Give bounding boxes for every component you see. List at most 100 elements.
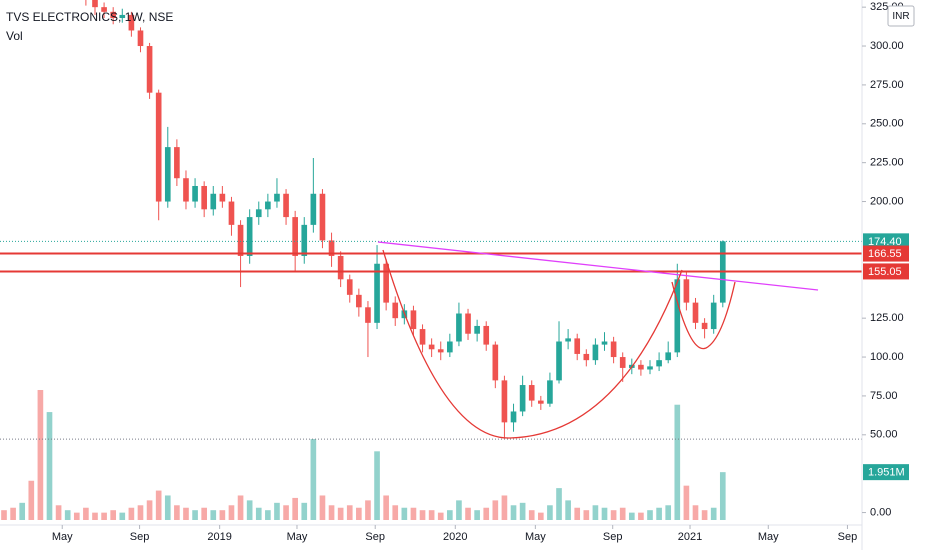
- candle-body: [174, 147, 180, 179]
- x-tick-label: 2021: [678, 531, 702, 543]
- volume-bar: [365, 500, 371, 520]
- y-tick-label: 300.00: [870, 40, 904, 52]
- candle-body: [674, 279, 681, 353]
- volume-bar: [492, 500, 499, 520]
- price-label-box: [863, 263, 909, 280]
- volume-bar: [401, 507, 408, 520]
- volume-bar: [383, 495, 389, 520]
- candle-body: [255, 209, 262, 218]
- volume-bar: [374, 451, 380, 520]
- candle-body: [265, 201, 271, 210]
- candle-body: [128, 14, 135, 31]
- candle-body: [447, 341, 453, 353]
- x-tick-label: Sep: [603, 531, 623, 543]
- volume-bar: [292, 497, 298, 520]
- candle-body: [474, 325, 480, 334]
- volume-bar: [283, 505, 289, 520]
- volume-bar: [510, 505, 517, 520]
- volume-bar: [101, 512, 107, 520]
- volume-bar: [219, 510, 226, 520]
- candle-body: [619, 357, 626, 368]
- volume-bar: [592, 505, 599, 520]
- volume-bar: [447, 510, 453, 520]
- price-label-box: [863, 233, 909, 250]
- volume-bar: [710, 507, 717, 520]
- drawings: [377, 241, 819, 439]
- candle-body: [537, 400, 544, 404]
- candle-body: [383, 263, 389, 303]
- candle-body: [665, 352, 672, 361]
- candle-body: [228, 201, 235, 225]
- candle-body: [601, 341, 608, 345]
- candle-body: [110, 11, 117, 19]
- candle-body: [392, 302, 399, 319]
- volume-bar: [155, 490, 162, 520]
- volume-bar: [692, 505, 699, 520]
- volume-bar: [110, 510, 117, 520]
- volume-bar: [346, 505, 353, 520]
- volume-bar: [164, 495, 171, 520]
- volume-bar: [556, 488, 562, 520]
- volume-bar: [19, 502, 26, 520]
- volume-bar: [119, 512, 126, 520]
- candle-body: [274, 193, 280, 202]
- volume-bar: [456, 500, 462, 520]
- volume-bar: [410, 507, 417, 520]
- volume-bar: [146, 500, 153, 520]
- volume-bar: [419, 510, 426, 520]
- volume-bar: [237, 495, 244, 520]
- volume-bar: [656, 507, 662, 520]
- volume-bar: [274, 502, 280, 520]
- candle-body: [365, 307, 371, 323]
- x-tick-label: May: [287, 531, 308, 543]
- candle-body: [146, 46, 153, 93]
- y-tick-label: 225.00: [870, 157, 904, 169]
- candle-body: [510, 411, 517, 423]
- handle-curve: [671, 281, 736, 350]
- volume-bar: [674, 404, 681, 520]
- volume-bar: [310, 439, 317, 520]
- candle-body: [456, 313, 462, 342]
- x-tick-label: Sep: [838, 531, 858, 543]
- volume-bar: [665, 505, 672, 520]
- volume-label-box: [863, 464, 909, 481]
- candle-body: [310, 193, 317, 225]
- volume-bar: [428, 510, 435, 520]
- volume-bar: [565, 500, 571, 520]
- currency-box[interactable]: [887, 5, 915, 27]
- volume-bar: [574, 507, 581, 520]
- candle-body: [501, 380, 508, 423]
- candle-body: [419, 329, 426, 345]
- volume-bar: [528, 510, 535, 520]
- volume-bar: [465, 507, 471, 520]
- candle-body: [283, 193, 289, 218]
- volume-bar: [37, 390, 44, 520]
- currency[interactable]: INR: [892, 11, 909, 22]
- candle-body: [683, 279, 690, 303]
- volume-bar: [265, 510, 271, 520]
- y-tick-label: 250.00: [870, 118, 904, 130]
- candle-body: [574, 338, 581, 354]
- candle-body: [583, 353, 590, 361]
- x-tick-label: Sep: [130, 531, 150, 543]
- candle-body: [92, 0, 98, 8]
- candle-body: [374, 263, 380, 323]
- volume-bar: [255, 507, 262, 520]
- price-label: 166.55: [868, 248, 902, 260]
- candle-body: [119, 14, 126, 19]
- volume-bar: [619, 507, 626, 520]
- price-label: 174.40: [868, 236, 902, 248]
- cup-curve: [382, 249, 683, 439]
- volume-bar: [337, 507, 344, 520]
- volume-bar: [137, 505, 144, 520]
- trend-line: [377, 241, 819, 291]
- volume-bar: [501, 495, 508, 520]
- candle-body: [710, 302, 717, 330]
- y-tick-label: 0.00: [870, 506, 891, 518]
- volume-bar: [583, 510, 590, 520]
- candle-body: [319, 193, 326, 241]
- volume-bar: [28, 480, 35, 520]
- y-tick-label: 200.00: [870, 195, 904, 207]
